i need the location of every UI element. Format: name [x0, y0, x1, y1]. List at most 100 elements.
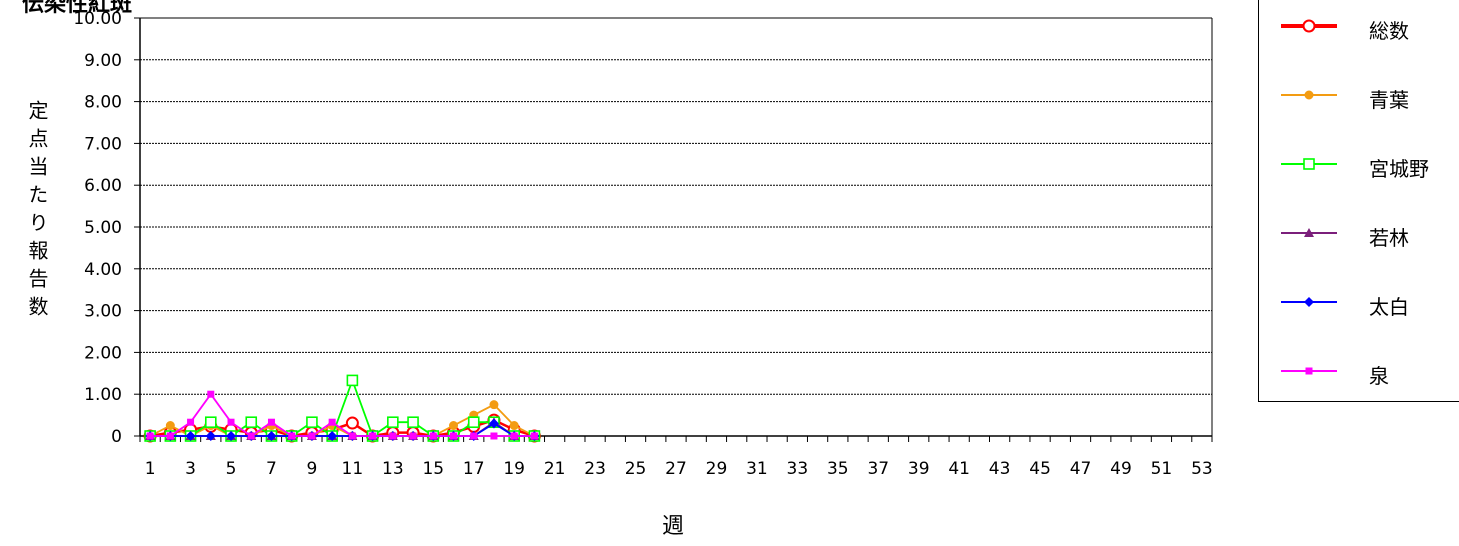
y-tick-label: 8.00 [84, 93, 122, 113]
y-axis-label: 定点当たり報告数 [25, 100, 49, 324]
data-point [467, 416, 480, 429]
y-tick-label: 6.00 [84, 176, 122, 196]
data-point [450, 432, 458, 440]
data-point [429, 432, 437, 440]
x-tick-label: 39 [908, 459, 930, 479]
data-point [1305, 367, 1313, 375]
data-point [1304, 297, 1314, 307]
y-tick-label: 5.00 [84, 218, 122, 238]
x-tick-label: 51 [1151, 459, 1173, 479]
data-point [509, 421, 519, 431]
data-point [345, 416, 359, 430]
x-tick-label: 19 [503, 459, 525, 479]
data-point [205, 431, 216, 441]
data-point [346, 374, 359, 387]
data-point [510, 432, 518, 440]
data-point [470, 432, 478, 440]
line-chart: 0 1.00 2.00 3.00 4.00 5.00 6.00 7.00 8.00 9.00 10.… [73, 9, 1213, 479]
legend-swatch [1281, 297, 1337, 307]
data-point [489, 400, 499, 410]
x-tick-label: 3 [185, 459, 196, 479]
chart-legend: 総数青葉宮城野若林太白泉 [1258, 0, 1459, 402]
x-tick-label: 37 [867, 459, 889, 479]
x-tick-label: 33 [787, 459, 809, 479]
data-point [187, 418, 195, 426]
data-point [1304, 228, 1314, 237]
data-point [348, 432, 356, 440]
legend-label: 太白 [1369, 295, 1409, 319]
x-tick-label: 15 [422, 459, 444, 479]
data-point [288, 432, 296, 440]
data-point [407, 416, 419, 429]
data-point [165, 421, 175, 431]
legend-label: 青葉 [1369, 88, 1409, 112]
x-tick-label: 49 [1110, 459, 1132, 479]
data-point [185, 431, 196, 441]
y-tick-label: 10.00 [73, 9, 122, 29]
data-point [166, 432, 174, 440]
y-tick-label: 4.00 [84, 260, 122, 280]
data-point [204, 416, 217, 429]
legend-swatch [1281, 19, 1337, 33]
y-tick-label: 2.00 [84, 343, 122, 363]
data-point [1302, 19, 1316, 33]
data-point [245, 416, 258, 429]
legend-label: 泉 [1369, 364, 1389, 388]
x-tick-label: 7 [266, 459, 277, 479]
data-point [247, 432, 255, 440]
x-tick-label: 47 [1070, 459, 1092, 479]
legend-swatch [1281, 228, 1337, 237]
legend-swatch [1281, 158, 1337, 170]
x-tick-label: 43 [989, 459, 1011, 479]
y-tick-label: 1.00 [84, 385, 122, 405]
x-tick-label: 23 [584, 459, 606, 479]
data-point [226, 431, 237, 441]
legend-item: 総数 [1259, 5, 1459, 45]
legend-label: 宮城野 [1369, 157, 1429, 181]
series-6 [146, 390, 538, 440]
y-tick-label: 7.00 [84, 134, 122, 154]
legend-item: 泉 [1259, 350, 1459, 390]
chart-title: 伝染性紅斑 [22, 0, 133, 17]
data-point [449, 421, 459, 431]
data-point [207, 390, 215, 398]
legend-item: 太白 [1259, 281, 1459, 321]
legend-item: 青葉 [1259, 74, 1459, 114]
data-point [266, 431, 277, 441]
data-point [146, 432, 154, 440]
x-axis-label: 週 [662, 514, 685, 539]
data-point [227, 418, 235, 426]
data-point [1304, 90, 1314, 100]
x-tick-label: 17 [463, 459, 485, 479]
data-point [306, 416, 318, 429]
data-point [267, 418, 275, 426]
x-tick-label: 27 [665, 459, 687, 479]
x-tick-label: 41 [948, 459, 970, 479]
legend-item: 若林 [1259, 212, 1459, 252]
legend-label: 若林 [1369, 226, 1409, 250]
data-point [327, 431, 338, 441]
data-point [328, 418, 336, 426]
x-tick-label: 21 [544, 459, 566, 479]
y-tick-label: 9.00 [84, 51, 122, 71]
data-point [409, 432, 417, 440]
x-tick-label: 9 [307, 459, 318, 479]
x-tick-label: 53 [1191, 459, 1213, 479]
data-point [389, 432, 397, 440]
legend-item: 宮城野 [1259, 143, 1459, 183]
data-point [387, 416, 399, 429]
x-tick-label: 13 [382, 459, 404, 479]
x-tick-label: 11 [342, 459, 364, 479]
x-tick-label: 45 [1029, 459, 1051, 479]
x-tick-label: 29 [706, 459, 728, 479]
legend-swatch [1281, 367, 1337, 375]
x-tick-label: 1 [145, 459, 156, 479]
legend-label: 総数 [1369, 19, 1409, 43]
x-tick-label: 35 [827, 459, 849, 479]
data-point [488, 418, 499, 429]
data-point [1303, 158, 1315, 170]
x-tick-label: 25 [625, 459, 647, 479]
x-tick-label: 5 [226, 459, 237, 479]
y-tick-label: 0 [111, 427, 122, 447]
data-point [530, 432, 538, 440]
